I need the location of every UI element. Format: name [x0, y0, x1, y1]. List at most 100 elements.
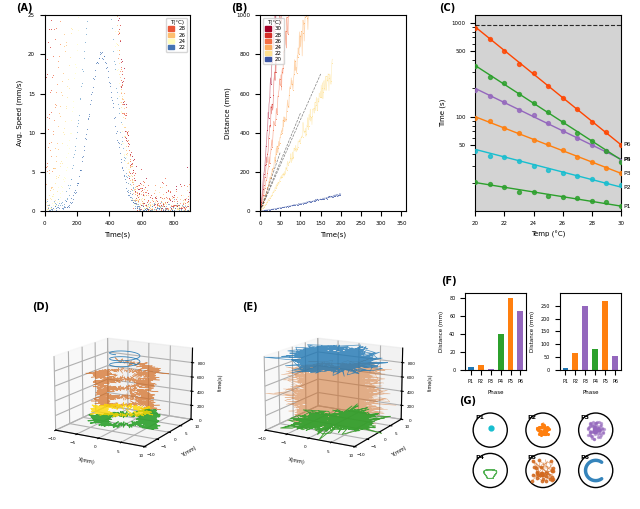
Point [132, 196, 142, 204]
Point [40, 171, 51, 179]
Point [54, 40, 65, 48]
Point [162, 205, 172, 213]
Point [93, 60, 103, 68]
Point [156, 207, 166, 215]
Point [61, 163, 72, 171]
Point [273, 45, 284, 53]
Point [594, 426, 604, 434]
Point [265, 174, 275, 182]
Point [159, 207, 170, 215]
Point [154, 207, 164, 215]
Point [43, 204, 53, 212]
Point [124, 168, 134, 177]
Point [534, 424, 544, 432]
Point [282, 166, 292, 174]
Point [302, 122, 312, 130]
Point [138, 207, 148, 215]
Point [128, 207, 138, 215]
Point [532, 468, 542, 476]
Bar [478, 365, 484, 370]
Point [108, 102, 118, 110]
Point [134, 207, 144, 215]
Point [158, 205, 168, 213]
Point [127, 176, 137, 184]
Point [299, 127, 309, 135]
X-axis label: Phase: Phase [488, 390, 504, 395]
Point [174, 207, 184, 215]
Point [283, 203, 293, 211]
Point [51, 157, 61, 165]
Point [166, 207, 177, 215]
Point [127, 190, 137, 199]
Point [135, 200, 145, 208]
Point [294, 11, 304, 19]
Point [131, 201, 141, 209]
Point [50, 144, 60, 152]
Point [118, 173, 129, 181]
Point [173, 207, 183, 215]
Point [138, 181, 148, 189]
Point [265, 159, 275, 167]
Point [262, 150, 273, 158]
Point [601, 199, 611, 207]
Point [160, 207, 170, 215]
Point [291, 201, 301, 209]
Point [163, 206, 173, 214]
Point [153, 207, 163, 215]
Point [40, 207, 50, 215]
Point [118, 100, 128, 108]
Point [172, 204, 182, 212]
Point [100, 64, 111, 72]
Point [42, 205, 52, 213]
Point [166, 207, 177, 215]
Point [180, 203, 191, 211]
Point [181, 207, 191, 215]
Point [572, 194, 582, 202]
Point [147, 205, 157, 213]
Point [180, 202, 190, 210]
Point [158, 199, 168, 207]
Point [595, 422, 605, 430]
Bar [582, 306, 588, 370]
Point [111, 83, 121, 92]
Point [255, 207, 265, 215]
Point [152, 204, 163, 212]
Point [138, 188, 148, 196]
Point [147, 206, 157, 214]
Point [259, 181, 269, 189]
Point [291, 11, 301, 19]
Point [122, 136, 132, 145]
Point [172, 207, 182, 215]
Point [588, 435, 598, 443]
Point [118, 144, 128, 152]
Point [167, 206, 177, 214]
Point [295, 11, 305, 19]
Point [140, 207, 150, 215]
Point [167, 207, 177, 215]
Point [60, 41, 70, 49]
Point [179, 207, 189, 215]
Point [543, 139, 553, 148]
Point [164, 196, 175, 204]
Point [131, 196, 141, 204]
Point [175, 180, 185, 188]
Point [96, 49, 106, 57]
Point [176, 207, 186, 215]
Point [174, 204, 184, 212]
Point [53, 207, 63, 215]
Point [317, 84, 327, 93]
Point [72, 128, 82, 136]
Point [161, 204, 172, 212]
Point [60, 174, 70, 182]
Point [593, 426, 603, 434]
Point [541, 426, 552, 434]
Point [154, 207, 164, 215]
Point [147, 206, 157, 214]
Point [51, 0, 61, 8]
Point [172, 205, 182, 213]
Point [79, 47, 90, 55]
Point [131, 162, 141, 171]
Point [125, 181, 136, 189]
Point [69, 150, 79, 158]
Point [54, 108, 64, 117]
